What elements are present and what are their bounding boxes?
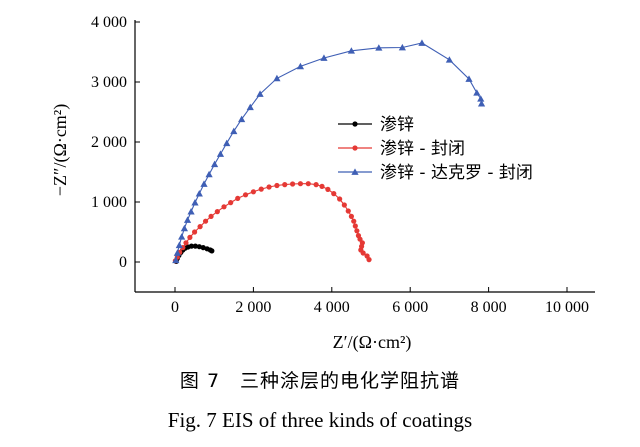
chart-axes bbox=[134, 20, 595, 293]
data-point bbox=[183, 240, 189, 246]
data-point bbox=[354, 228, 360, 234]
y-tick-label: 3 000 bbox=[91, 74, 127, 91]
x-tick-label: 4 000 bbox=[314, 299, 350, 316]
data-point bbox=[345, 208, 351, 214]
data-point bbox=[418, 39, 426, 46]
data-point bbox=[375, 44, 383, 51]
data-point bbox=[473, 89, 481, 96]
data-point bbox=[351, 218, 357, 224]
data-point bbox=[266, 184, 272, 190]
data-point bbox=[210, 160, 219, 168]
x-tick-label: 2 000 bbox=[235, 299, 271, 316]
y-tick-label: 2 000 bbox=[91, 134, 127, 151]
data-point bbox=[187, 208, 195, 215]
series-layer bbox=[172, 39, 486, 264]
data-point bbox=[173, 249, 181, 256]
data-point bbox=[465, 75, 473, 82]
figure-caption-english: Fig. 7 EIS of three kinds of coatings bbox=[167, 408, 473, 432]
data-point bbox=[187, 234, 193, 240]
legend-marker bbox=[351, 168, 359, 175]
data-point bbox=[331, 191, 337, 197]
data-point bbox=[175, 241, 183, 249]
data-point bbox=[192, 243, 198, 249]
data-point bbox=[230, 127, 238, 135]
y-axis-label: −Z″/(Ω·cm²) bbox=[50, 104, 71, 196]
data-point bbox=[221, 204, 227, 210]
data-point bbox=[256, 90, 264, 97]
legend-label: 渗锌 bbox=[380, 115, 414, 135]
data-point bbox=[216, 150, 225, 157]
data-point bbox=[209, 248, 215, 254]
data-point bbox=[398, 43, 406, 51]
x-tick-label: 6 000 bbox=[392, 299, 428, 316]
x-axis-label: Z′/(Ω·cm²) bbox=[333, 332, 412, 353]
data-point bbox=[188, 243, 195, 249]
data-point bbox=[366, 257, 372, 263]
data-point bbox=[191, 199, 199, 206]
legend-marker bbox=[352, 145, 358, 151]
data-point bbox=[445, 56, 453, 63]
data-point bbox=[297, 181, 304, 187]
x-tick-label: 0 bbox=[171, 299, 179, 316]
data-point bbox=[223, 139, 231, 147]
data-point bbox=[290, 181, 296, 187]
data-point bbox=[477, 100, 486, 107]
data-point bbox=[180, 224, 189, 232]
data-point bbox=[347, 47, 355, 54]
y-axis-ticks: 0 1 000 2 000 3 000 4 000 bbox=[91, 14, 140, 271]
data-point bbox=[196, 244, 202, 250]
data-point bbox=[360, 250, 366, 256]
data-point bbox=[273, 74, 281, 82]
data-point bbox=[238, 115, 246, 123]
data-point bbox=[246, 103, 254, 111]
data-point bbox=[208, 213, 214, 219]
legend-label: 渗锌 - 封闭 bbox=[380, 139, 465, 159]
data-point bbox=[305, 181, 311, 187]
data-point bbox=[348, 213, 354, 219]
y-tick-label: 1 000 bbox=[91, 194, 127, 211]
x-tick-label: 8 000 bbox=[471, 299, 507, 316]
data-point bbox=[242, 192, 249, 198]
data-point bbox=[477, 95, 485, 102]
data-point bbox=[200, 180, 208, 187]
data-point bbox=[214, 209, 220, 215]
data-point bbox=[341, 202, 347, 208]
data-point bbox=[235, 195, 241, 201]
data-point bbox=[183, 216, 192, 223]
data-point bbox=[205, 170, 213, 178]
figure-caption-chinese: 图 7 三种涂层的电化学阻抗谱 bbox=[179, 370, 461, 392]
data-point bbox=[258, 186, 264, 192]
legend-label: 渗锌 - 达克罗 - 封闭 bbox=[380, 163, 533, 183]
data-point bbox=[320, 54, 328, 61]
data-point bbox=[172, 256, 180, 264]
x-axis-ticks: 0 2 000 4 000 6 000 8 000 10 000 bbox=[171, 287, 589, 316]
data-point bbox=[282, 182, 288, 188]
data-point bbox=[274, 182, 280, 189]
data-point bbox=[197, 224, 203, 230]
data-point bbox=[192, 229, 198, 235]
data-point bbox=[352, 223, 358, 229]
series-3 bbox=[172, 39, 486, 264]
data-point bbox=[178, 233, 186, 240]
y-tick-label: 0 bbox=[119, 254, 127, 271]
data-point bbox=[313, 182, 319, 188]
legend-marker bbox=[352, 121, 358, 127]
data-point bbox=[202, 218, 209, 224]
data-point bbox=[228, 200, 234, 206]
data-point bbox=[337, 196, 343, 202]
data-point bbox=[200, 245, 206, 251]
data-point bbox=[296, 62, 305, 70]
data-point bbox=[325, 186, 331, 192]
data-point bbox=[250, 189, 256, 195]
data-point bbox=[319, 183, 325, 189]
x-tick-label: 10 000 bbox=[545, 299, 589, 316]
y-tick-label: 4 000 bbox=[91, 14, 127, 31]
series-2 bbox=[172, 181, 372, 264]
data-point bbox=[195, 190, 203, 197]
